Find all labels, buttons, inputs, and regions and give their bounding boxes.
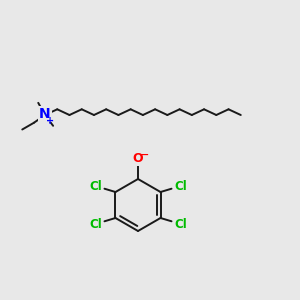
Text: Cl: Cl bbox=[174, 218, 187, 230]
Text: O: O bbox=[133, 152, 143, 166]
Text: +: + bbox=[46, 116, 54, 126]
Text: N: N bbox=[39, 107, 51, 121]
Text: −: − bbox=[140, 150, 150, 160]
Text: Cl: Cl bbox=[89, 179, 102, 193]
Text: Cl: Cl bbox=[89, 218, 102, 230]
Text: Cl: Cl bbox=[174, 179, 187, 193]
